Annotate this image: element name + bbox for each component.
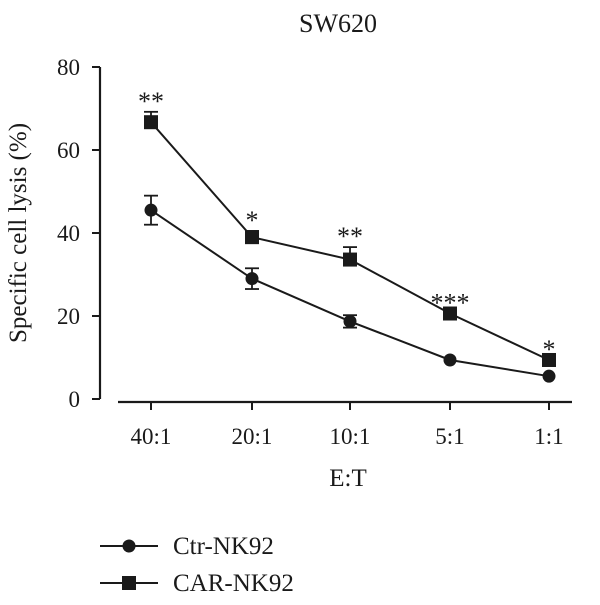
data-point-circle	[343, 314, 357, 328]
data-point-square	[542, 352, 556, 367]
x-tick-label: 10:1	[330, 424, 371, 449]
significance-markers: *********	[138, 87, 556, 364]
y-tick-label: 40	[57, 221, 80, 246]
legend-item-car: CAR-NK92	[100, 570, 294, 597]
data-point-square	[343, 252, 357, 267]
legend-item-ctr: Ctr-NK92	[100, 533, 274, 560]
legend-marker-circle	[122, 539, 136, 553]
data-point-circle	[443, 353, 457, 367]
y-tick-label: 60	[57, 138, 80, 163]
data-point-circle	[542, 369, 556, 383]
significance-marker: **	[337, 222, 363, 251]
data-point-square	[144, 115, 158, 130]
data-point-circle	[144, 203, 158, 217]
legend-label-car: CAR-NK92	[173, 570, 294, 597]
legend-marker-square	[122, 576, 136, 590]
significance-marker: **	[138, 87, 164, 116]
x-tick-label: 20:1	[232, 424, 273, 449]
y-tick-label: 0	[69, 387, 81, 412]
significance-marker: *	[246, 206, 259, 235]
legend-label-ctr: Ctr-NK92	[173, 533, 274, 560]
x-tick-label: 5:1	[435, 424, 464, 449]
y-tick-label: 20	[57, 304, 80, 329]
legend: Ctr-NK92 CAR-NK92	[100, 533, 294, 597]
series-ctr	[144, 194, 556, 383]
x-axis-ticks: 40:1 20:1 10:1 5:1 1:1	[131, 402, 564, 449]
series-car	[144, 110, 556, 367]
plot-area	[144, 110, 556, 383]
x-tick-label: 1:1	[534, 424, 563, 449]
x-axis-label: E:T	[329, 465, 367, 492]
x-tick-label: 40:1	[131, 424, 172, 449]
chart-title: SW620	[299, 9, 377, 38]
data-point-square	[443, 306, 457, 321]
data-point-square	[245, 230, 259, 245]
y-tick-label: 80	[57, 55, 80, 80]
significance-marker: *	[543, 335, 556, 364]
y-axis-label: Specific cell lysis (%)	[5, 123, 32, 343]
significance-marker: ***	[431, 289, 470, 318]
data-point-circle	[245, 272, 259, 286]
y-axis-ticks: 0 20 40 60 80	[57, 55, 100, 412]
